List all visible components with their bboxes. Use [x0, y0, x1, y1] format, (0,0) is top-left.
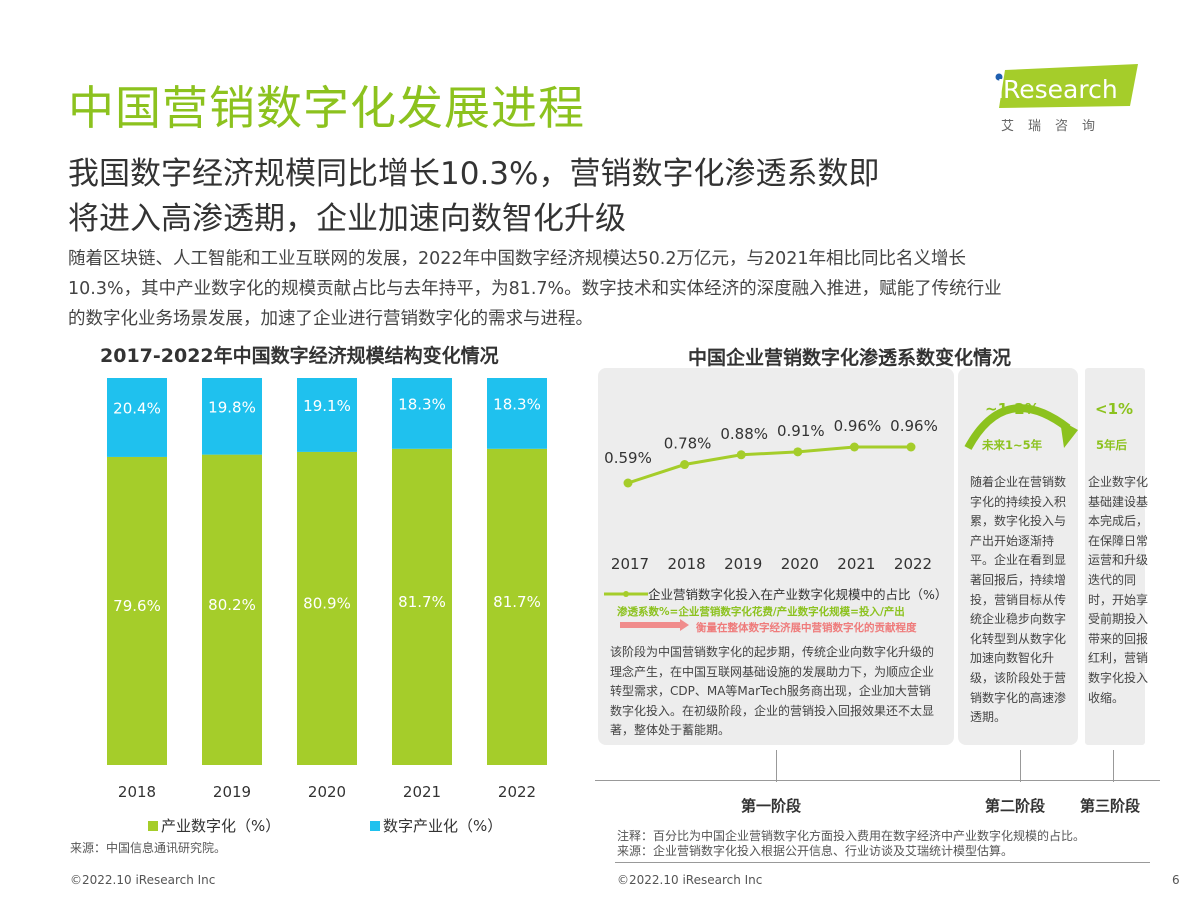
- data-point: [793, 447, 803, 457]
- bar-segment: [202, 454, 262, 765]
- arrow-shaft: [620, 622, 682, 628]
- x-tick-label: 2020: [308, 783, 346, 801]
- bar-segment: [107, 378, 167, 457]
- bar-segment: [297, 378, 357, 452]
- note: 注释：百分比为中国企业营销数字化方面投入费用在数字经济中产业数字化规模的占比。: [617, 829, 1086, 843]
- timeline-tick: [776, 750, 777, 782]
- left-source: 来源：中国信息通讯研究院。: [70, 841, 227, 855]
- bar-segment: [107, 456, 167, 765]
- stage3-panel: [1085, 368, 1145, 745]
- timeline: [595, 780, 1160, 781]
- stage1-panel: [598, 368, 954, 745]
- subtitle-line: 将进入高渗透期，企业加速向数智化升级: [68, 201, 626, 237]
- x-tick-label: 2019: [213, 783, 251, 801]
- paragraph-line: 随着区块链、人工智能和工业互联网的发展，2022年中国数字经济规模达50.2万亿…: [68, 249, 967, 269]
- copyright-left: ©2022.10 iResearch Inc: [70, 873, 216, 887]
- bar-value-label: 20.4%: [113, 399, 161, 417]
- legend-label: 企业营销数字化投入在产业数字化规模中的占比（%）: [648, 587, 948, 602]
- data-label: 0.96%: [834, 417, 882, 435]
- bar-segment: [202, 378, 262, 455]
- x-tick-label: 2020: [781, 555, 819, 573]
- data-label: 0.88%: [720, 425, 768, 443]
- bar-value-label: 18.3%: [493, 395, 541, 413]
- page-number: 6: [1172, 873, 1180, 887]
- data-label: 0.78%: [664, 435, 712, 453]
- left-chart-title: 2017-2022年中国数字经济规模结构变化情况: [100, 345, 499, 367]
- subtitle-line: 我国数字经济规模同比增长10.3%，营销数字化渗透系数即: [68, 156, 880, 192]
- data-label: 0.59%: [604, 449, 652, 467]
- x-tick-label: 2021: [837, 555, 875, 573]
- copyright-right: ©2022.10 iResearch Inc: [617, 873, 763, 887]
- stage2-label: 第二阶段: [985, 797, 1046, 815]
- footer-divider: [615, 862, 1150, 863]
- series-line: [627, 445, 911, 485]
- stage1-text: 该阶段为中国营销数字化的起步期，传统企业向数字化升级的理念产生，在中国互联网基础…: [610, 645, 935, 737]
- x-tick-label: 2018: [668, 555, 706, 573]
- legend-swatch: [148, 821, 158, 831]
- data-point: [680, 460, 690, 470]
- stage3-value: <1%: [1095, 400, 1134, 418]
- legend-item: 数字产业化（%）: [370, 815, 502, 836]
- svg-text:i: i: [997, 75, 1004, 104]
- source: 来源：企业营销数字化投入根据公开信息、行业访谈及艾瑞统计模型估算。: [617, 844, 1014, 858]
- legend-label: 产业数字化（%）: [161, 817, 281, 835]
- x-tick-label: 2021: [403, 783, 441, 801]
- paragraph-line: 10.3%，其中产业数字化的规模贡献占比与去年持平，为81.7%。数字技术和实体…: [68, 279, 1002, 299]
- x-tick-label: 2022: [894, 555, 932, 573]
- formula: 渗透系数%=企业营销数字化花费/产业数字化规模=投入/产出: [617, 606, 905, 618]
- bar-segment: [392, 378, 452, 449]
- timeline-tick: [1020, 750, 1021, 782]
- bar-value-label: 18.3%: [398, 395, 446, 413]
- legend-swatch: [370, 821, 380, 831]
- bar-value-label: 19.8%: [208, 398, 256, 416]
- data-label: 0.96%: [890, 417, 938, 435]
- line-chart: 0.59% 2017 0.78% 2018 0.88% 2019 0.91% 2020 0.96…: [604, 417, 938, 573]
- bar-value-label: 79.6%: [113, 597, 161, 615]
- legend-label: 数字产业化（%）: [383, 817, 503, 835]
- legend-item: 产业数字化（%）: [148, 815, 280, 836]
- curved-arrow-icon: [964, 404, 1078, 450]
- stage1-label: 第一阶段: [741, 797, 802, 815]
- data-point: [849, 442, 859, 452]
- bar-value-label: 80.2%: [208, 596, 256, 614]
- svg-text:Research: Research: [1003, 75, 1118, 104]
- formula-note: 衡量在整体数字经济展中营销数字化的贡献程度: [696, 622, 917, 634]
- x-tick-label: 2017: [611, 555, 649, 573]
- iresearch-logo: Research i 艾瑞咨询: [995, 64, 1140, 134]
- right-chart-title: 中国企业营销数字化渗透系数变化情况: [688, 347, 1012, 369]
- paragraph-line: 的数字化业务场景发展，加速了企业进行营销数字化的需求与进程。: [68, 309, 593, 329]
- bar-segment: [487, 378, 547, 449]
- bar-value-label: 81.7%: [493, 593, 541, 611]
- stage3-text: 企业数字化基础建设基本完成后，在保障日常运营和升级迭代的同时，开始享受前期投入带…: [1088, 475, 1149, 705]
- data-point: [736, 450, 746, 460]
- bar-value-label: 80.9%: [303, 594, 351, 612]
- bar-value-label: 19.1%: [303, 397, 351, 415]
- data-point: [623, 478, 633, 488]
- bar-value-label: 81.7%: [398, 593, 446, 611]
- page-title: 中国营销数字化发展进程: [68, 81, 585, 135]
- legend-line-icon: [604, 591, 648, 597]
- stage2-period: 未来1~5年: [982, 438, 1043, 452]
- stage2-text: 随着企业在营销数字化的持续投入积累，数字化投入与产出开始逐渐持平。企业在看到显著…: [970, 475, 1067, 725]
- timeline-tick: [1113, 750, 1114, 782]
- data-point: [906, 442, 916, 452]
- stage2-value: ~1-2%: [985, 400, 1040, 418]
- data-label: 0.91%: [777, 422, 825, 440]
- stacked-bar-chart: 79.6% 20.4% 2018 80.2% 19.8% 2019 80.9% 19.1% 20…: [107, 378, 547, 801]
- x-tick-label: 2022: [498, 783, 536, 801]
- bar-segment: [392, 448, 452, 765]
- x-tick-label: 2018: [118, 783, 156, 801]
- stage3-period: 5年后: [1096, 438, 1128, 452]
- bar-segment: [297, 451, 357, 765]
- svg-text:艾瑞咨询: 艾瑞咨询: [1001, 119, 1109, 134]
- arrow-icon: [680, 619, 689, 631]
- line-legend: 企业营销数字化投入在产业数字化规模中的占比（%）: [604, 584, 947, 603]
- stage3-label: 第三阶段: [1080, 797, 1141, 815]
- x-tick-label: 2019: [724, 555, 762, 573]
- bar-segment: [487, 448, 547, 765]
